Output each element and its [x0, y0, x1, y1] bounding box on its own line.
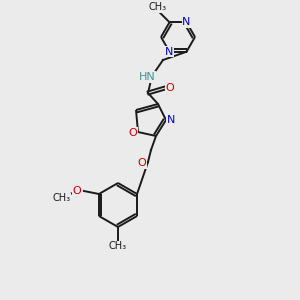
Text: O: O — [138, 158, 146, 168]
Text: N: N — [167, 115, 175, 125]
Text: CH₃: CH₃ — [109, 241, 127, 251]
Text: CH₃: CH₃ — [53, 193, 71, 203]
Text: N: N — [182, 17, 191, 27]
Text: O: O — [73, 186, 81, 196]
Text: O: O — [129, 128, 137, 138]
Text: HN: HN — [139, 72, 155, 82]
Text: CH₃: CH₃ — [148, 2, 166, 12]
Text: N: N — [165, 47, 174, 57]
Text: O: O — [166, 83, 174, 93]
